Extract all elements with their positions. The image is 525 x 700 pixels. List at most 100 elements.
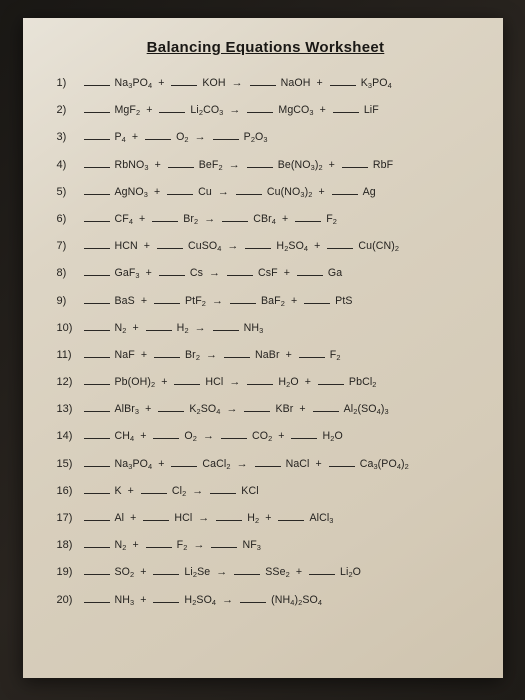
equation-row: 5)AgNO3+Cu→Cu(NO3)2+Ag <box>57 186 475 198</box>
coefficient-blank[interactable] <box>297 267 323 276</box>
chemical-formula: NH3 <box>115 595 135 606</box>
chemical-formula: BaS <box>115 296 135 307</box>
coefficient-blank[interactable] <box>84 77 110 86</box>
coefficient-blank[interactable] <box>309 566 335 575</box>
chemical-formula: CO2 <box>252 431 272 442</box>
coefficient-blank[interactable] <box>84 295 110 304</box>
coefficient-blank[interactable] <box>153 566 179 575</box>
coefficient-blank[interactable] <box>304 295 330 304</box>
coefficient-blank[interactable] <box>141 485 167 494</box>
coefficient-blank[interactable] <box>84 104 110 113</box>
coefficient-blank[interactable] <box>171 77 197 86</box>
coefficient-blank[interactable] <box>318 376 344 385</box>
coefficient-blank[interactable] <box>244 403 270 412</box>
coefficient-blank[interactable] <box>221 430 247 439</box>
coefficient-blank[interactable] <box>313 403 339 412</box>
coefficient-blank[interactable] <box>158 403 184 412</box>
coefficient-blank[interactable] <box>247 104 273 113</box>
chemical-formula: Cs <box>190 268 203 279</box>
coefficient-blank[interactable] <box>84 566 110 575</box>
equation-body: AgNO3+Cu→Cu(NO3)2+Ag <box>83 186 376 198</box>
equation-body: BaS+PtF2→BaF2+PtS <box>83 295 353 307</box>
coefficient-blank[interactable] <box>145 131 171 140</box>
coefficient-blank[interactable] <box>84 512 110 521</box>
coefficient-blank[interactable] <box>84 131 110 140</box>
coefficient-blank[interactable] <box>84 322 110 331</box>
coefficient-blank[interactable] <box>329 458 355 467</box>
coefficient-blank[interactable] <box>167 186 193 195</box>
coefficient-blank[interactable] <box>84 458 110 467</box>
equation-number: 4) <box>57 160 83 171</box>
coefficient-blank[interactable] <box>245 240 271 249</box>
coefficient-blank[interactable] <box>213 131 239 140</box>
coefficient-blank[interactable] <box>230 295 256 304</box>
coefficient-blank[interactable] <box>216 512 242 521</box>
coefficient-blank[interactable] <box>152 213 178 222</box>
coefficient-blank[interactable] <box>174 376 200 385</box>
coefficient-blank[interactable] <box>159 104 185 113</box>
coefficient-blank[interactable] <box>278 512 304 521</box>
equation-row: 13)AlBr3+K2SO4→KBr+Al2(SO4)3 <box>57 403 475 415</box>
coefficient-blank[interactable] <box>211 539 237 548</box>
coefficient-blank[interactable] <box>295 213 321 222</box>
chemical-formula: P2O3 <box>244 132 268 143</box>
chemical-formula: Ga <box>328 268 342 279</box>
plus-sign: + <box>145 404 151 415</box>
equation-row: 8)GaF3+Cs→CsF+Ga <box>57 267 475 279</box>
coefficient-blank[interactable] <box>157 240 183 249</box>
plus-sign: + <box>155 160 161 171</box>
coefficient-blank[interactable] <box>330 77 356 86</box>
coefficient-blank[interactable] <box>210 485 236 494</box>
coefficient-blank[interactable] <box>171 458 197 467</box>
plus-sign: + <box>286 350 292 361</box>
coefficient-blank[interactable] <box>236 186 262 195</box>
coefficient-blank[interactable] <box>250 77 276 86</box>
equation-body: NH3+H2SO4→(NH4)2SO4 <box>83 594 323 606</box>
coefficient-blank[interactable] <box>84 267 110 276</box>
equation-number: 15) <box>57 459 83 470</box>
coefficient-blank[interactable] <box>84 539 110 548</box>
chemical-formula: NaOH <box>281 78 311 89</box>
coefficient-blank[interactable] <box>213 322 239 331</box>
coefficient-blank[interactable] <box>84 240 110 249</box>
coefficient-blank[interactable] <box>333 104 359 113</box>
coefficient-blank[interactable] <box>159 267 185 276</box>
plus-sign: + <box>132 132 138 143</box>
coefficient-blank[interactable] <box>291 430 317 439</box>
coefficient-blank[interactable] <box>327 240 353 249</box>
coefficient-blank[interactable] <box>154 349 180 358</box>
coefficient-blank[interactable] <box>84 403 110 412</box>
chemical-formula: HCl <box>174 513 192 524</box>
coefficient-blank[interactable] <box>255 458 281 467</box>
coefficient-blank[interactable] <box>84 430 110 439</box>
coefficient-blank[interactable] <box>146 539 172 548</box>
coefficient-blank[interactable] <box>146 322 172 331</box>
equation-row: 16)K+Cl2→KCl <box>57 485 475 497</box>
chemical-formula: AlBr3 <box>115 404 140 415</box>
coefficient-blank[interactable] <box>227 267 253 276</box>
coefficient-blank[interactable] <box>84 376 110 385</box>
equation-row: 15)Na3PO4+CaCl2→NaCl+Ca3(PO4)2 <box>57 458 475 470</box>
coefficient-blank[interactable] <box>84 594 110 603</box>
coefficient-blank[interactable] <box>154 295 180 304</box>
coefficient-blank[interactable] <box>299 349 325 358</box>
coefficient-blank[interactable] <box>84 159 110 168</box>
coefficient-blank[interactable] <box>143 512 169 521</box>
coefficient-blank[interactable] <box>84 485 110 494</box>
coefficient-blank[interactable] <box>234 566 260 575</box>
coefficient-blank[interactable] <box>224 349 250 358</box>
coefficient-blank[interactable] <box>240 594 266 603</box>
coefficient-blank[interactable] <box>247 376 273 385</box>
coefficient-blank[interactable] <box>84 213 110 222</box>
coefficient-blank[interactable] <box>84 186 110 195</box>
coefficient-blank[interactable] <box>247 159 273 168</box>
coefficient-blank[interactable] <box>84 349 110 358</box>
coefficient-blank[interactable] <box>222 213 248 222</box>
coefficient-blank[interactable] <box>153 594 179 603</box>
coefficient-blank[interactable] <box>342 159 368 168</box>
coefficient-blank[interactable] <box>168 159 194 168</box>
coefficient-blank[interactable] <box>332 186 358 195</box>
chemical-formula: AgNO3 <box>115 187 148 198</box>
coefficient-blank[interactable] <box>153 430 179 439</box>
chemical-formula: CF4 <box>115 214 134 225</box>
